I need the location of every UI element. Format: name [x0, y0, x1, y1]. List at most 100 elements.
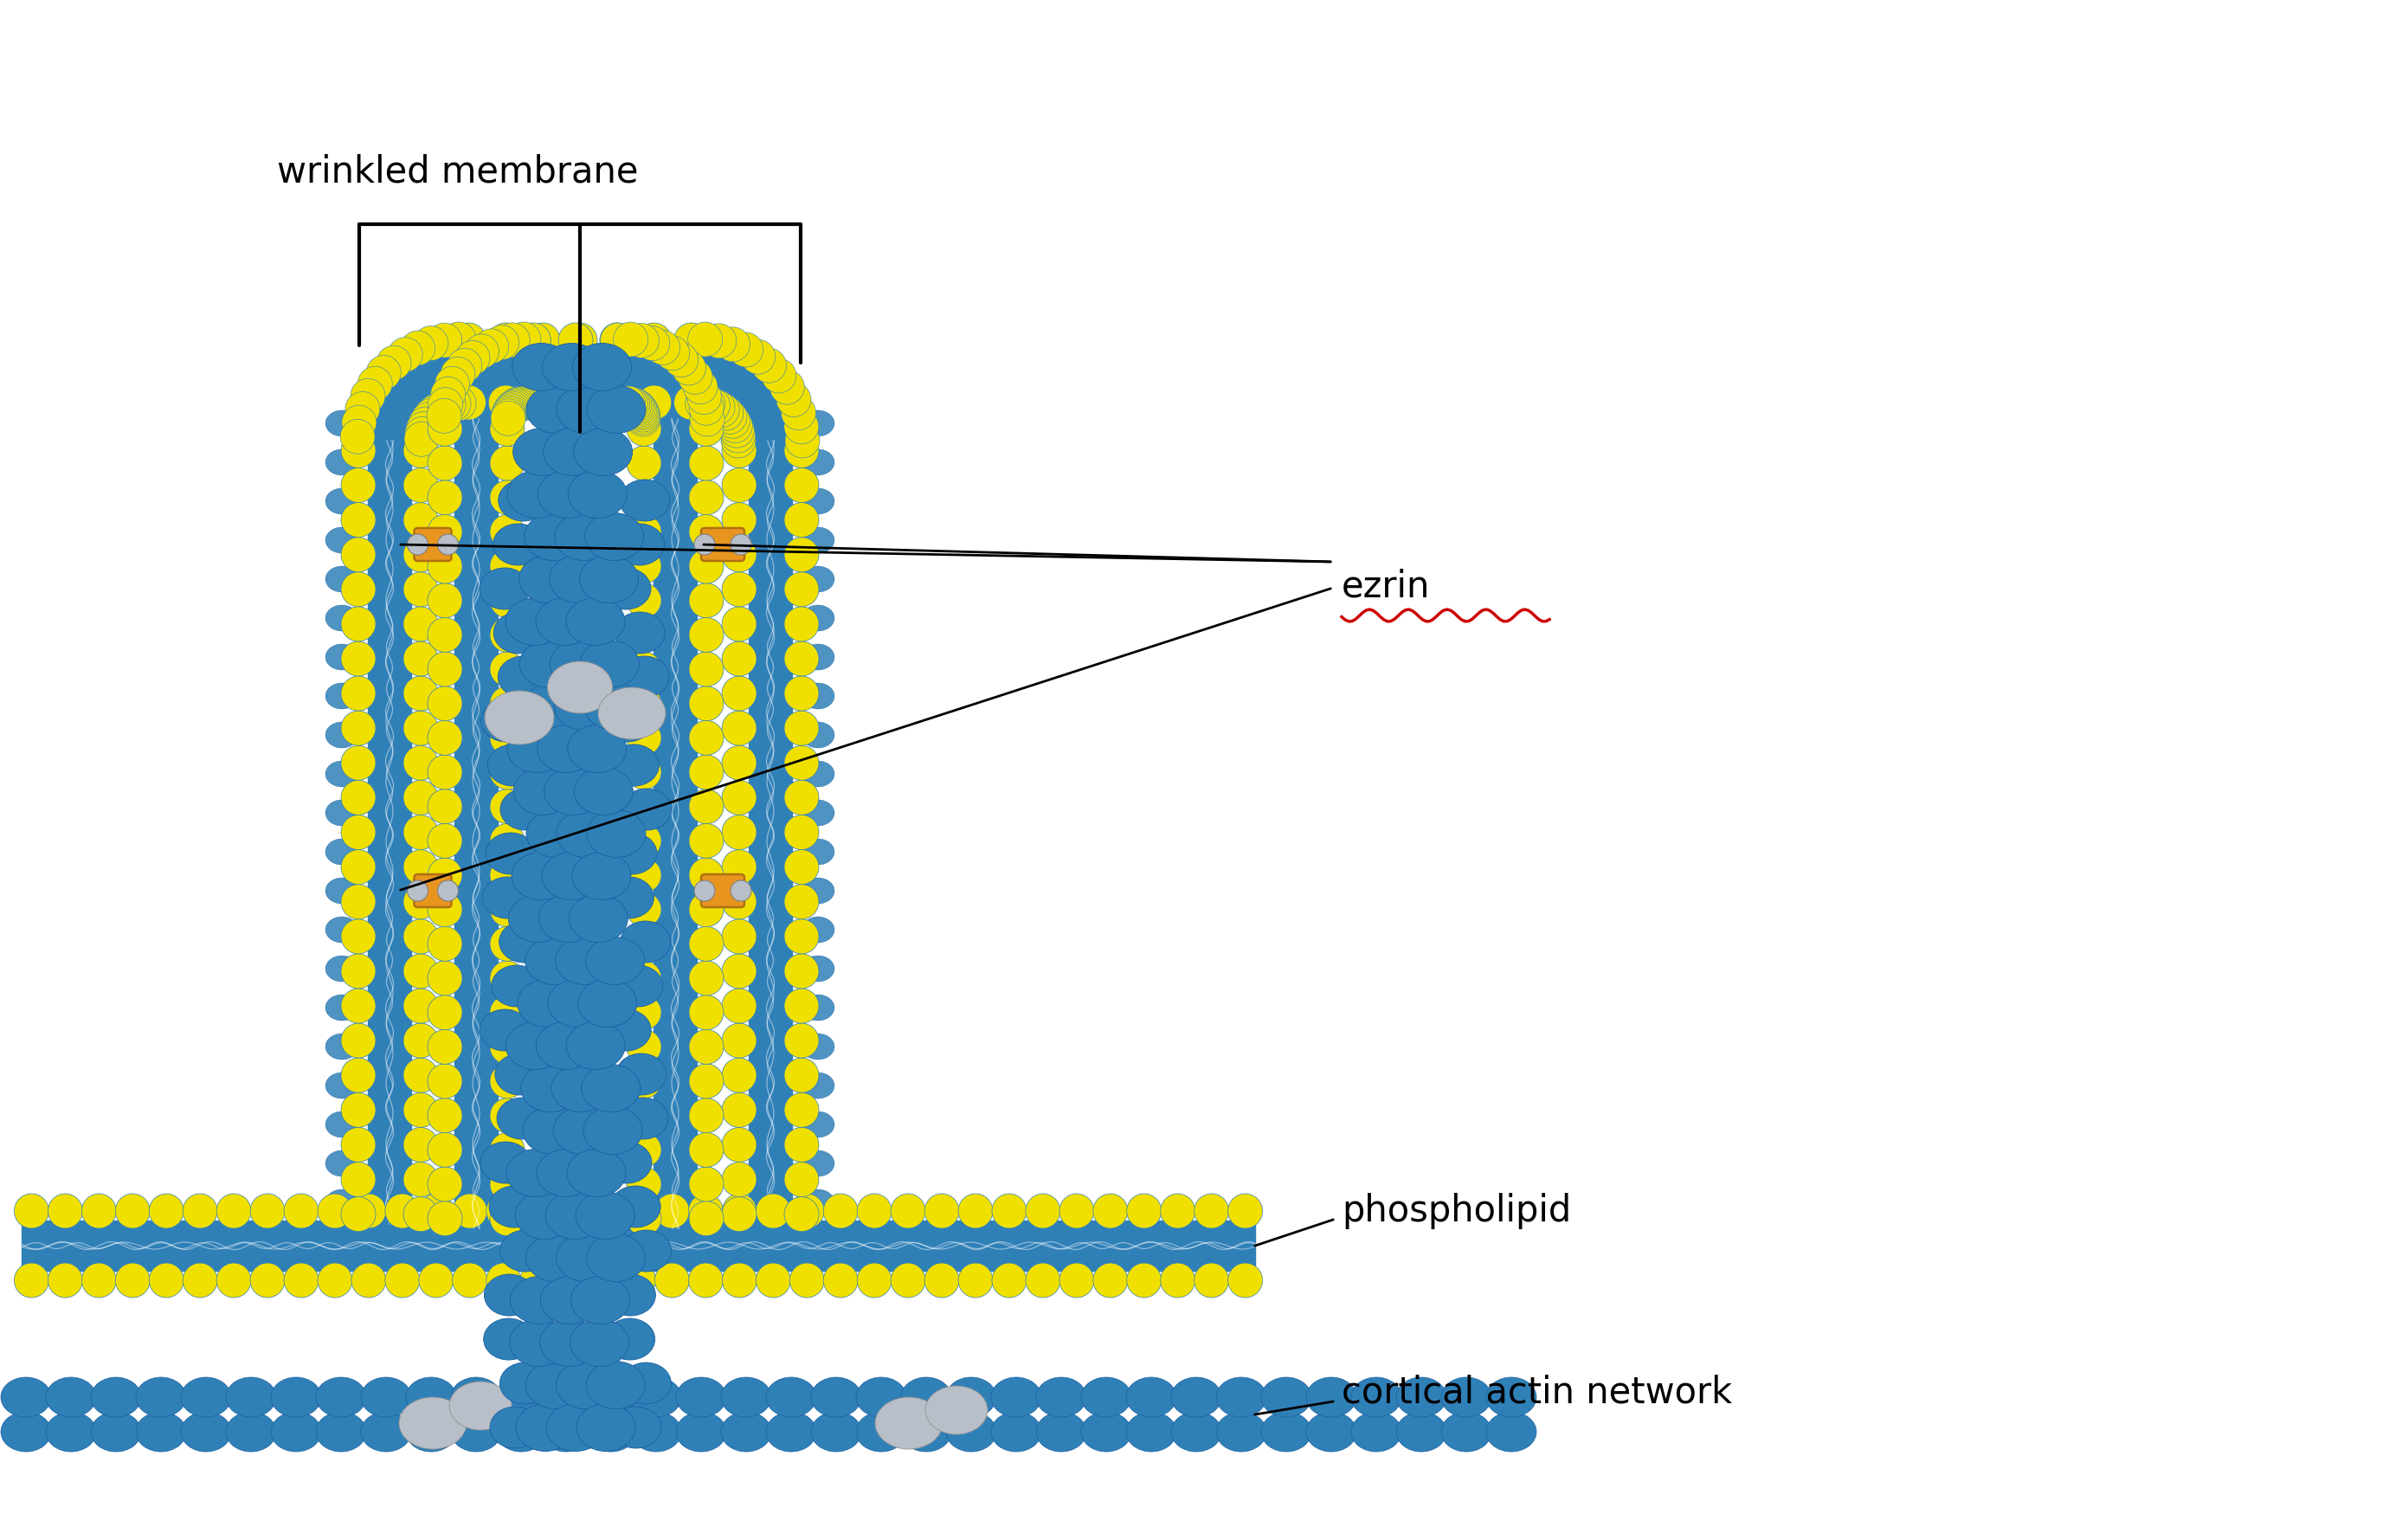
- Ellipse shape: [569, 471, 626, 517]
- Ellipse shape: [803, 1072, 834, 1098]
- Ellipse shape: [91, 1377, 141, 1417]
- Circle shape: [688, 391, 724, 425]
- Circle shape: [626, 892, 662, 927]
- Circle shape: [428, 1201, 461, 1235]
- Circle shape: [452, 1194, 487, 1229]
- Circle shape: [784, 850, 819, 884]
- Ellipse shape: [516, 1192, 573, 1240]
- Ellipse shape: [619, 479, 669, 521]
- Circle shape: [342, 502, 375, 537]
- Ellipse shape: [406, 1412, 456, 1452]
- Ellipse shape: [585, 1377, 635, 1417]
- Circle shape: [784, 433, 819, 468]
- Ellipse shape: [399, 1397, 466, 1449]
- Circle shape: [635, 326, 669, 360]
- Circle shape: [425, 390, 461, 424]
- Circle shape: [729, 333, 762, 367]
- Ellipse shape: [1486, 1412, 1536, 1452]
- Circle shape: [385, 1263, 420, 1298]
- Ellipse shape: [542, 428, 602, 476]
- Ellipse shape: [576, 1403, 635, 1451]
- Circle shape: [688, 961, 724, 995]
- Circle shape: [626, 548, 662, 584]
- Ellipse shape: [270, 1412, 320, 1452]
- Circle shape: [404, 1163, 437, 1197]
- Circle shape: [1194, 1194, 1228, 1229]
- Circle shape: [342, 607, 375, 641]
- Circle shape: [490, 824, 526, 858]
- Ellipse shape: [803, 1033, 834, 1060]
- Ellipse shape: [552, 1064, 609, 1112]
- Ellipse shape: [925, 1386, 987, 1434]
- Ellipse shape: [540, 1318, 600, 1366]
- Circle shape: [490, 514, 526, 550]
- Circle shape: [626, 927, 662, 961]
- Ellipse shape: [490, 1186, 540, 1227]
- Circle shape: [784, 919, 819, 953]
- Ellipse shape: [803, 1112, 834, 1138]
- Ellipse shape: [573, 428, 633, 476]
- Ellipse shape: [576, 1192, 635, 1240]
- Ellipse shape: [523, 513, 583, 561]
- Ellipse shape: [803, 684, 834, 708]
- Ellipse shape: [1486, 1377, 1536, 1417]
- Circle shape: [406, 881, 428, 901]
- Circle shape: [318, 1194, 351, 1229]
- Circle shape: [342, 537, 375, 571]
- Circle shape: [784, 642, 819, 676]
- Ellipse shape: [483, 876, 533, 918]
- Ellipse shape: [325, 878, 358, 904]
- Circle shape: [423, 391, 456, 427]
- Circle shape: [626, 514, 662, 550]
- Circle shape: [404, 781, 437, 815]
- Circle shape: [614, 387, 647, 420]
- Circle shape: [428, 651, 461, 687]
- Circle shape: [721, 424, 755, 457]
- Circle shape: [497, 390, 530, 425]
- Ellipse shape: [506, 598, 564, 645]
- Circle shape: [626, 651, 662, 687]
- Circle shape: [688, 447, 724, 480]
- Ellipse shape: [578, 979, 638, 1027]
- Circle shape: [1094, 1263, 1128, 1298]
- Circle shape: [430, 377, 466, 411]
- Ellipse shape: [485, 691, 554, 744]
- Ellipse shape: [480, 701, 530, 742]
- Circle shape: [1228, 1263, 1261, 1298]
- Ellipse shape: [803, 605, 834, 631]
- Ellipse shape: [581, 1064, 640, 1112]
- Ellipse shape: [619, 656, 669, 698]
- Ellipse shape: [523, 1107, 581, 1155]
- Circle shape: [413, 399, 449, 433]
- Ellipse shape: [526, 1234, 585, 1281]
- Circle shape: [600, 385, 635, 420]
- Circle shape: [342, 953, 375, 989]
- Circle shape: [991, 1263, 1027, 1298]
- Circle shape: [721, 468, 757, 502]
- Ellipse shape: [509, 895, 566, 942]
- Circle shape: [674, 385, 710, 420]
- Ellipse shape: [604, 1274, 655, 1315]
- Circle shape: [115, 1263, 151, 1298]
- Circle shape: [671, 351, 707, 385]
- Ellipse shape: [495, 611, 545, 653]
- Ellipse shape: [1171, 1412, 1221, 1452]
- Circle shape: [490, 927, 526, 961]
- Ellipse shape: [571, 1277, 631, 1324]
- Ellipse shape: [1395, 1377, 1445, 1417]
- Ellipse shape: [511, 1277, 569, 1324]
- Circle shape: [688, 411, 724, 447]
- Circle shape: [559, 323, 592, 357]
- Ellipse shape: [855, 1377, 905, 1417]
- Circle shape: [891, 1194, 925, 1229]
- Circle shape: [490, 1132, 526, 1167]
- Circle shape: [624, 396, 659, 430]
- Ellipse shape: [538, 471, 597, 517]
- Circle shape: [717, 408, 753, 444]
- Circle shape: [342, 919, 375, 953]
- Ellipse shape: [1352, 1377, 1402, 1417]
- Circle shape: [626, 1132, 662, 1167]
- Circle shape: [428, 548, 461, 584]
- Circle shape: [428, 1132, 461, 1167]
- Ellipse shape: [535, 598, 595, 645]
